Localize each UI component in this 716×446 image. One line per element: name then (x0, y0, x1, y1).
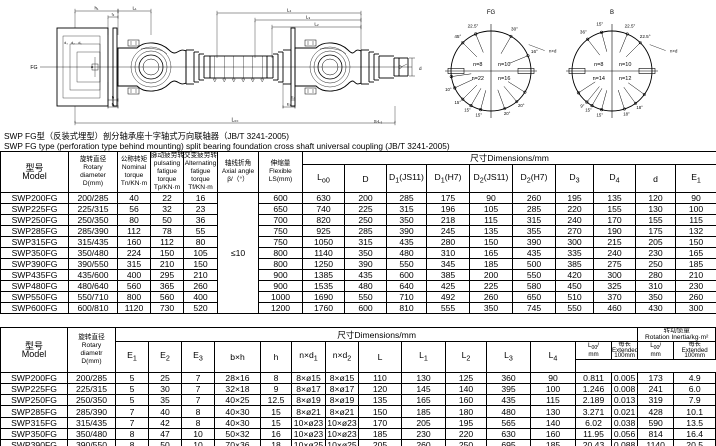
svg-text:22.5°: 22.5° (625, 24, 636, 29)
svg-text:d₁: d₁ (78, 41, 82, 45)
svg-text:30°: 30° (511, 26, 518, 31)
svg-text:36°: 36° (580, 30, 587, 35)
svg-text:n=8: n=8 (594, 62, 603, 68)
svg-text:a: a (91, 64, 94, 69)
svg-text:n=10: n=10 (498, 62, 510, 68)
svg-text:22.5°: 22.5° (640, 34, 651, 39)
svg-text:h₁: h₁ (94, 6, 99, 11)
svg-text:n=22: n=22 (472, 76, 484, 82)
svg-text:15°: 15° (596, 22, 603, 27)
svg-text:15°: 15° (585, 108, 592, 113)
svg-text:n×d: n×d (670, 49, 678, 54)
svg-text:L₂: L₂ (314, 22, 319, 27)
svg-text:15°: 15° (464, 108, 471, 113)
svg-text:10°: 10° (445, 87, 452, 92)
svg-text:h: h (112, 95, 114, 100)
svg-text:FG: FG (487, 10, 496, 16)
svg-text:45°: 45° (454, 34, 461, 39)
svg-text:S-L₃: S-L₃ (374, 119, 383, 124)
svg-text:16°: 16° (531, 49, 538, 54)
svg-text:15°: 15° (455, 100, 462, 105)
svg-text:L₄: L₄ (287, 8, 292, 13)
svg-text:n=10: n=10 (619, 62, 631, 68)
svg-text:d₂: d₂ (71, 41, 75, 45)
svg-text:E₄: E₄ (291, 95, 296, 100)
svg-text:d₃: d₃ (64, 41, 68, 45)
svg-text:18°: 18° (623, 112, 630, 117)
svg-text:n=8: n=8 (473, 62, 482, 68)
svg-text:9°: 9° (580, 104, 584, 109)
svg-text:n=14: n=14 (593, 76, 605, 82)
svg-text:B: B (610, 10, 614, 16)
svg-text:L₃: L₃ (306, 15, 311, 20)
svg-text:n=16: n=16 (498, 76, 510, 82)
svg-text:FG: FG (30, 65, 37, 71)
svg-text:20°: 20° (504, 111, 511, 116)
svg-text:t₄: t₄ (112, 102, 115, 107)
svg-text:22.5°: 22.5° (468, 24, 479, 29)
svg-text:15°: 15° (476, 112, 483, 117)
svg-text:18°: 18° (636, 105, 643, 110)
svg-text:E₃: E₃ (287, 102, 292, 107)
svg-text:n×d: n×d (549, 49, 557, 54)
svg-text:L₀₀: L₀₀ (232, 118, 239, 124)
svg-text:15°: 15° (597, 112, 604, 117)
svg-text:d: d (419, 66, 422, 71)
svg-text:20°: 20° (518, 103, 525, 108)
svg-text:n=12: n=12 (619, 76, 631, 82)
svg-text:L₁: L₁ (132, 6, 137, 11)
svg-text:t₂: t₂ (112, 12, 115, 17)
